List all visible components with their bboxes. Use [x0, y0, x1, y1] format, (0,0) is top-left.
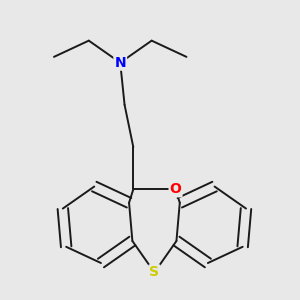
Text: O: O: [169, 182, 181, 196]
Text: N: N: [114, 56, 126, 70]
Text: S: S: [149, 266, 159, 279]
